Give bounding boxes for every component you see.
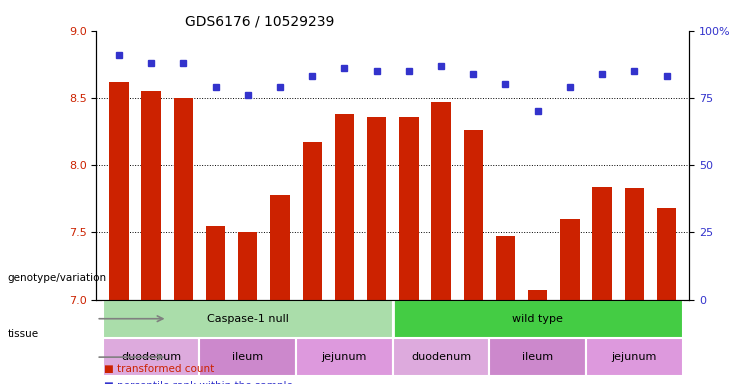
FancyBboxPatch shape	[103, 338, 199, 376]
Text: jejunum: jejunum	[611, 352, 657, 362]
Text: ■ percentile rank within the sample: ■ percentile rank within the sample	[104, 381, 293, 384]
Text: duodenum: duodenum	[121, 352, 181, 362]
Text: GDS6176 / 10529239: GDS6176 / 10529239	[185, 14, 335, 28]
FancyBboxPatch shape	[393, 338, 489, 376]
Text: jejunum: jejunum	[322, 352, 367, 362]
Bar	[206, 226, 225, 300]
Bar	[593, 187, 612, 300]
Text: ileum: ileum	[522, 352, 554, 362]
Bar	[528, 290, 548, 300]
FancyBboxPatch shape	[489, 338, 586, 376]
FancyBboxPatch shape	[103, 300, 393, 338]
Bar	[496, 237, 515, 300]
Bar	[270, 195, 290, 300]
FancyBboxPatch shape	[296, 338, 393, 376]
FancyBboxPatch shape	[586, 338, 682, 376]
Text: Caspase-1 null: Caspase-1 null	[207, 314, 289, 324]
FancyBboxPatch shape	[393, 300, 682, 338]
Bar	[238, 232, 257, 300]
Bar	[142, 91, 161, 300]
Text: wild type: wild type	[512, 314, 563, 324]
Text: genotype/variation: genotype/variation	[7, 273, 107, 283]
Bar	[657, 208, 677, 300]
Bar	[173, 98, 193, 300]
FancyBboxPatch shape	[199, 338, 296, 376]
Bar	[560, 219, 579, 300]
Bar	[109, 82, 128, 300]
Bar	[625, 188, 644, 300]
Bar	[399, 117, 419, 300]
Text: duodenum: duodenum	[411, 352, 471, 362]
Text: ■ transformed count: ■ transformed count	[104, 364, 214, 374]
Bar	[335, 114, 354, 300]
Bar	[302, 142, 322, 300]
Text: tissue: tissue	[7, 329, 39, 339]
Bar	[367, 117, 386, 300]
Bar	[431, 102, 451, 300]
Text: ileum: ileum	[232, 352, 263, 362]
Bar	[464, 130, 483, 300]
